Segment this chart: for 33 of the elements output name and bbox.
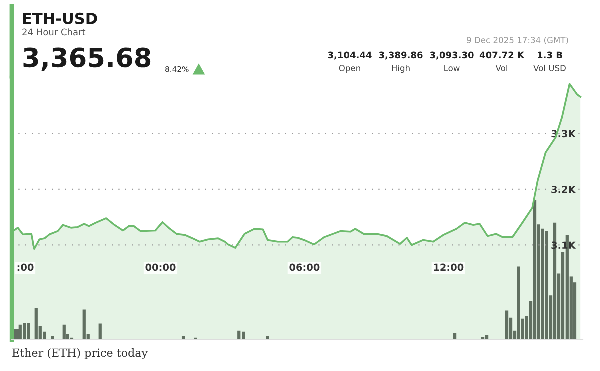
y-tick-label: 3.2K xyxy=(552,186,576,194)
text: Ether (ETH) price today xyxy=(12,348,148,360)
text: 3,093.30 xyxy=(430,52,474,60)
bar xyxy=(62,324,66,340)
x-tick-label: 12:00 xyxy=(434,264,464,272)
text: Low xyxy=(444,65,460,72)
bar xyxy=(453,333,457,340)
bar xyxy=(545,230,548,340)
bar xyxy=(34,308,38,340)
text: 3,365.68 xyxy=(24,48,151,72)
bar xyxy=(51,336,54,340)
chart-title: ETH-USD xyxy=(23,12,98,24)
text: 407.72 K xyxy=(480,52,525,59)
bar xyxy=(533,200,537,340)
text: 9 Dec 2025 17:34 (GMT) xyxy=(467,36,568,44)
bar xyxy=(505,310,509,340)
chart-subtitle: 24 Hour Chart xyxy=(22,28,86,36)
bar xyxy=(541,228,544,340)
text: 1.3 B xyxy=(538,52,562,59)
bar xyxy=(98,324,102,340)
bar xyxy=(517,266,520,340)
text: 3,389.86 xyxy=(379,52,423,60)
x-tick-label: 06:00 xyxy=(290,264,320,272)
x-tick-label: :00 xyxy=(18,264,34,272)
text: High xyxy=(392,64,410,74)
bar xyxy=(27,323,30,340)
text: Open xyxy=(339,65,360,74)
text: Vol xyxy=(496,64,508,72)
x-tick-label: 00:00 xyxy=(146,264,176,272)
bar xyxy=(23,323,26,340)
text: 3,104.44 xyxy=(328,52,372,60)
text: Vol USD xyxy=(534,64,566,72)
bar xyxy=(82,310,86,340)
